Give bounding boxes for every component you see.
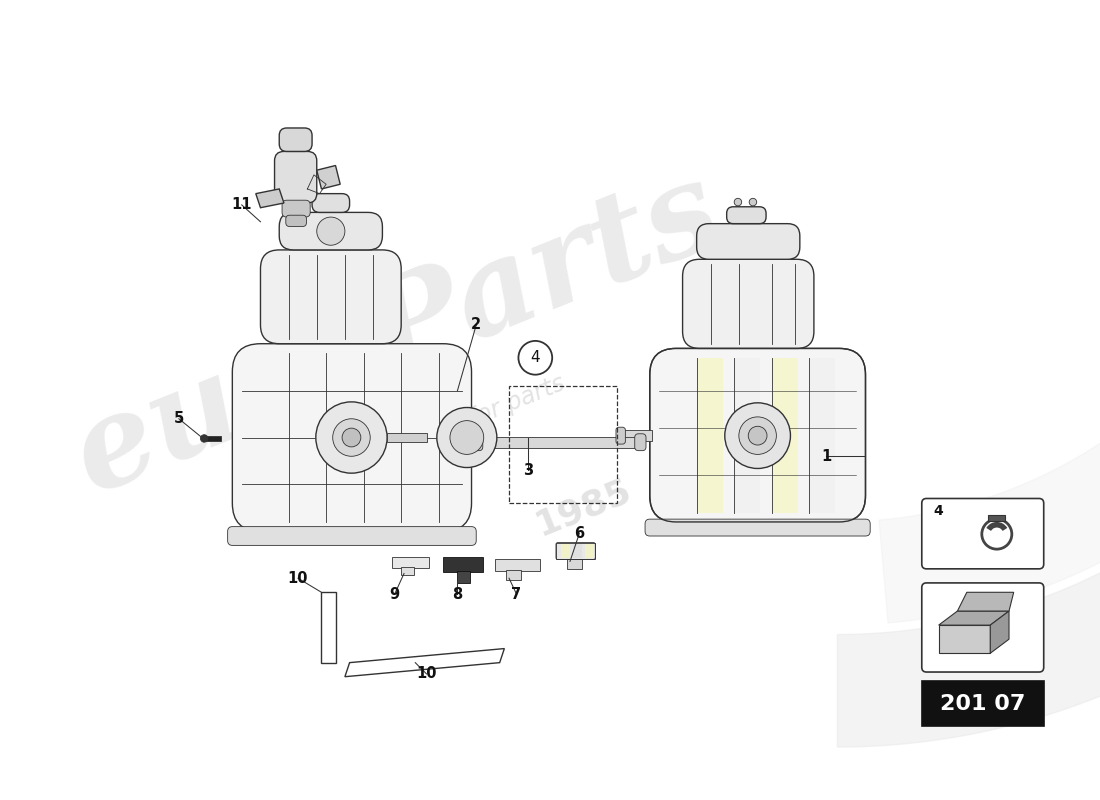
Polygon shape [506, 570, 521, 580]
Polygon shape [317, 166, 340, 189]
Polygon shape [392, 557, 429, 568]
Circle shape [317, 217, 345, 246]
Circle shape [200, 434, 208, 442]
Circle shape [332, 418, 371, 456]
Polygon shape [879, 86, 1100, 623]
Polygon shape [734, 358, 760, 513]
Circle shape [342, 428, 361, 447]
Text: 2: 2 [471, 318, 482, 333]
FancyBboxPatch shape [286, 215, 307, 226]
Circle shape [316, 402, 387, 473]
FancyBboxPatch shape [275, 151, 317, 203]
Text: 4: 4 [530, 350, 540, 366]
Polygon shape [495, 559, 540, 570]
FancyBboxPatch shape [922, 498, 1044, 569]
Text: 4: 4 [933, 504, 943, 518]
FancyBboxPatch shape [696, 224, 800, 259]
FancyBboxPatch shape [279, 212, 383, 250]
FancyBboxPatch shape [616, 427, 626, 444]
FancyBboxPatch shape [261, 250, 402, 344]
Polygon shape [573, 545, 582, 558]
FancyBboxPatch shape [279, 128, 312, 151]
Polygon shape [990, 611, 1009, 654]
FancyBboxPatch shape [472, 434, 483, 450]
FancyBboxPatch shape [645, 519, 870, 536]
Polygon shape [402, 567, 415, 575]
Polygon shape [345, 649, 505, 677]
Circle shape [749, 198, 757, 206]
Polygon shape [206, 436, 221, 442]
Circle shape [725, 403, 791, 469]
Polygon shape [810, 358, 836, 513]
FancyBboxPatch shape [232, 344, 472, 531]
Polygon shape [585, 545, 594, 558]
Polygon shape [556, 542, 595, 559]
FancyBboxPatch shape [922, 583, 1044, 672]
Text: 11: 11 [231, 198, 252, 212]
Text: 1: 1 [821, 449, 832, 464]
Polygon shape [256, 189, 284, 208]
Polygon shape [387, 433, 427, 442]
FancyBboxPatch shape [282, 200, 310, 217]
Text: 9: 9 [389, 586, 399, 602]
FancyBboxPatch shape [635, 434, 646, 450]
Text: a passion for parts: a passion for parts [355, 371, 569, 476]
Polygon shape [458, 570, 470, 583]
Circle shape [518, 341, 552, 374]
Circle shape [437, 407, 497, 467]
FancyBboxPatch shape [727, 206, 766, 224]
Polygon shape [837, 0, 1100, 747]
Polygon shape [938, 611, 1009, 625]
Text: 10: 10 [416, 666, 437, 682]
Polygon shape [321, 592, 336, 662]
Text: 201 07: 201 07 [940, 694, 1025, 714]
Bar [509, 386, 617, 503]
Circle shape [450, 421, 484, 454]
Text: 8: 8 [452, 586, 463, 602]
Polygon shape [568, 558, 582, 569]
FancyBboxPatch shape [683, 259, 814, 349]
Polygon shape [772, 358, 798, 513]
FancyBboxPatch shape [312, 194, 350, 212]
Text: 5: 5 [174, 411, 184, 426]
Polygon shape [938, 625, 990, 654]
Text: 3: 3 [522, 463, 532, 478]
Circle shape [748, 426, 767, 445]
Text: 10: 10 [288, 570, 308, 586]
Polygon shape [957, 592, 1014, 611]
Text: 7: 7 [512, 586, 521, 602]
Circle shape [739, 417, 777, 454]
Polygon shape [621, 430, 651, 442]
Text: 6: 6 [574, 526, 584, 541]
Polygon shape [561, 545, 570, 558]
Polygon shape [989, 515, 1005, 521]
Text: euroParts: euroParts [56, 150, 737, 519]
Polygon shape [696, 358, 723, 513]
Polygon shape [476, 437, 640, 448]
FancyBboxPatch shape [228, 526, 476, 546]
Circle shape [734, 198, 741, 206]
Text: 1985: 1985 [531, 474, 637, 542]
Polygon shape [443, 557, 483, 572]
FancyBboxPatch shape [650, 349, 866, 522]
Polygon shape [922, 682, 1044, 726]
